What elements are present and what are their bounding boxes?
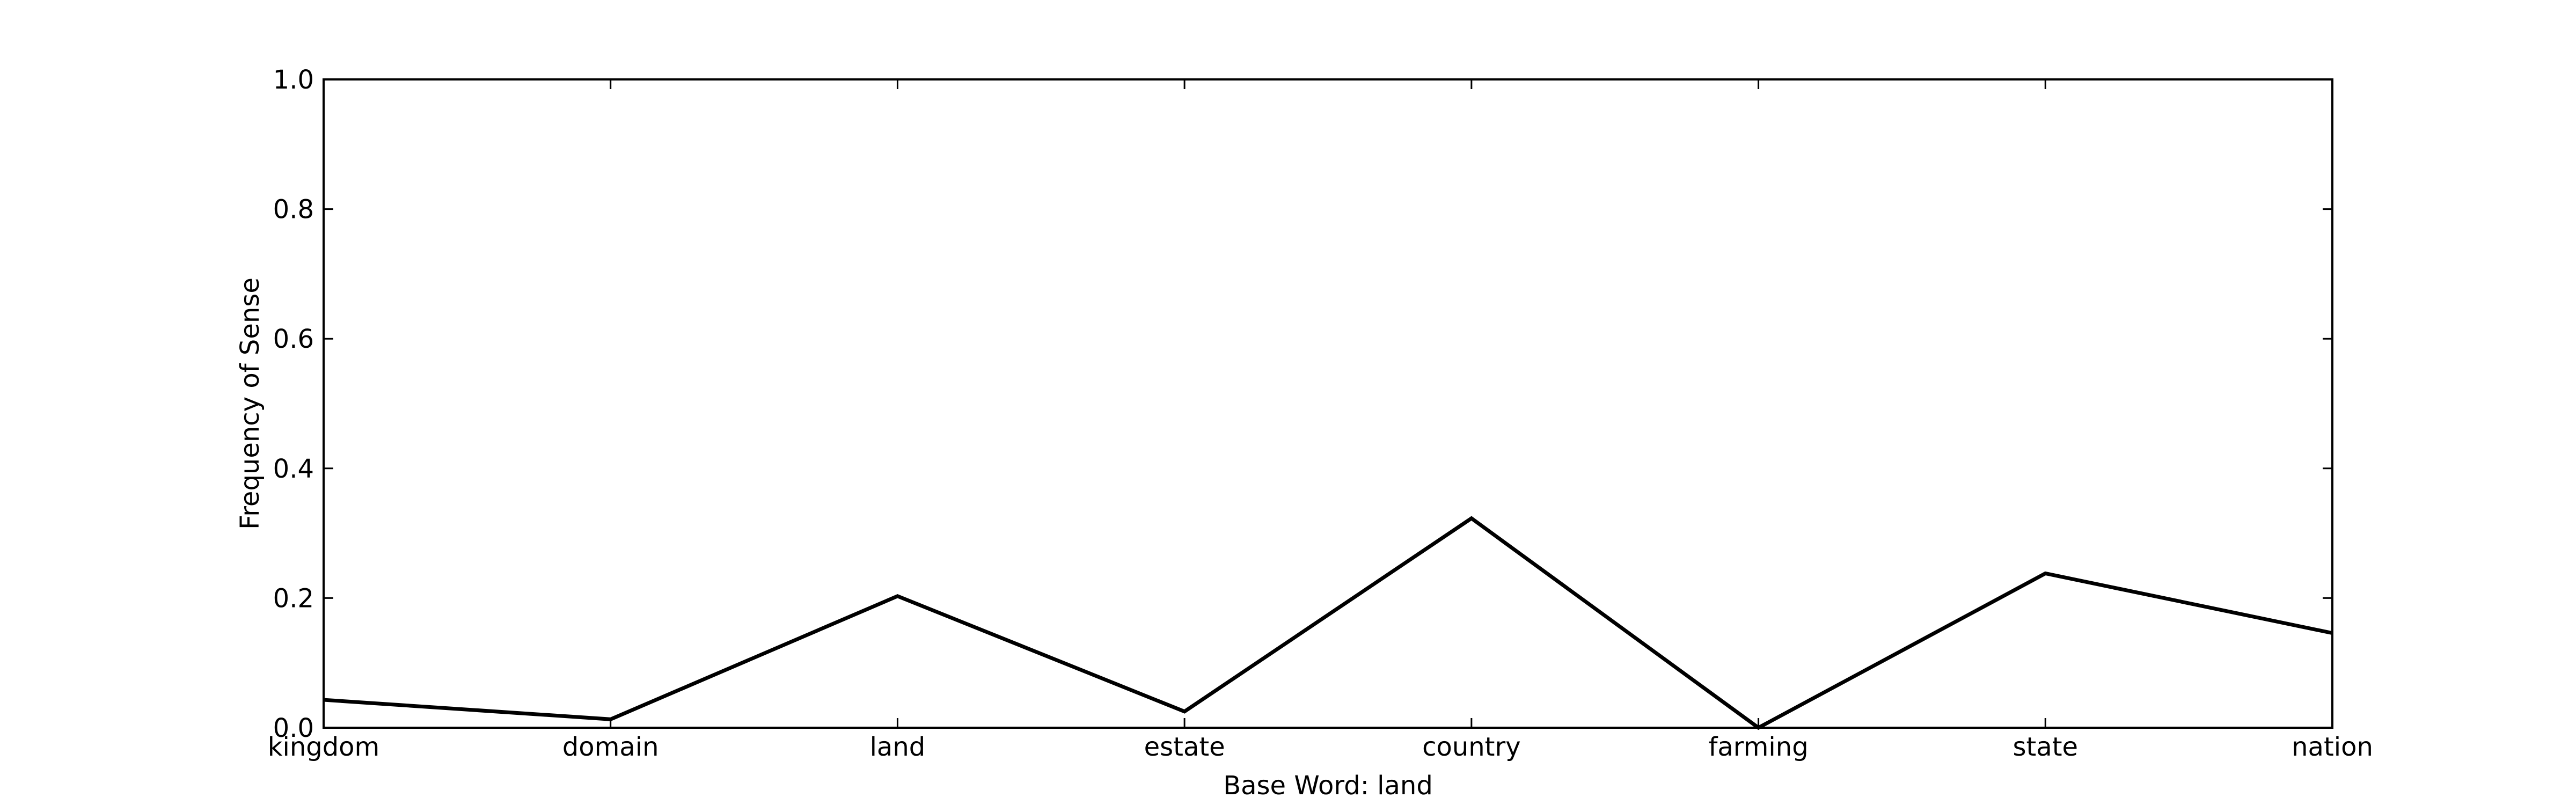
y-tick-label: 0.6 [273,324,314,354]
labels-layer: 0.0 0.2 0.4 0.6 0.8 1.0 kingdom domain land estat… [268,65,2373,762]
y-tick-label: 1.0 [273,65,314,95]
x-tick-label: country [1422,732,1521,762]
x-tick-label: land [870,732,926,762]
y-tick-label: 0.0 [273,713,314,743]
x-tick-label: domain [562,732,659,762]
x-tick-label: estate [1144,732,1225,762]
ticks-layer [323,78,2333,729]
y-tick-label: 0.8 [273,195,314,225]
plot-frame [323,78,2333,729]
x-tick-label: kingdom [268,732,380,762]
y-axis-label: Frequency of Sense [235,277,265,530]
y-tick-label: 0.4 [273,454,314,484]
x-tick-label: nation [2292,732,2373,762]
x-tick-label: farming [1708,732,1808,762]
x-tick-label: state [2012,732,2078,762]
x-axis-label: Base Word: land [1223,771,1433,801]
series-layer [323,516,2333,730]
y-tick-label: 0.2 [273,583,314,613]
series-line [323,516,2333,730]
